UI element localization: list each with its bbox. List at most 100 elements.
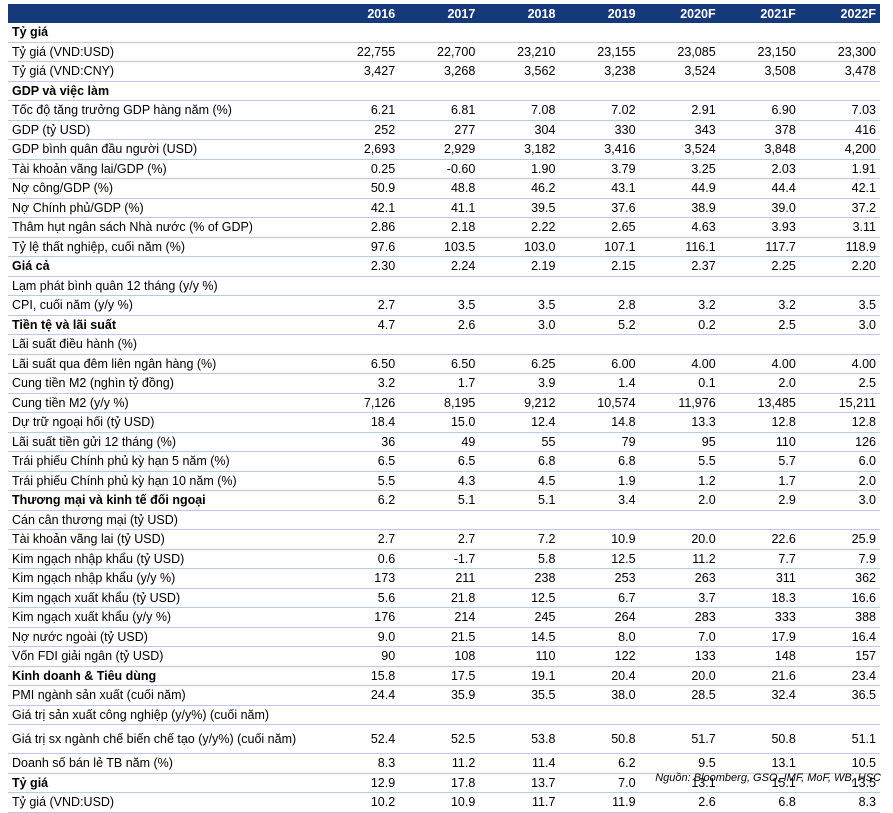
table-row: Thâm hụt ngân sách Nhà nước (% of GDP) 2.… xyxy=(8,217,880,238)
value-cell: 133 xyxy=(639,646,720,667)
value-cell: 264 xyxy=(559,607,640,628)
value-cell: 2.7 xyxy=(399,529,480,550)
value-cell: 2.7 xyxy=(319,295,400,316)
row-label: Cung tiền M2 (y/y %) xyxy=(8,393,320,413)
value-cell: 2.03 xyxy=(719,159,800,179)
table-row: Lãi suất điều hành (%) xyxy=(8,334,880,355)
value-cell xyxy=(479,705,560,725)
value-cell: 38.0 xyxy=(559,685,640,706)
value-cell xyxy=(719,81,800,101)
value-cell: 14.8 xyxy=(559,412,640,433)
value-cell: 5.6 xyxy=(319,588,400,608)
value-cell: 17.5 xyxy=(399,666,480,686)
value-cell: 116.1 xyxy=(639,237,720,257)
value-cell: 211 xyxy=(399,568,480,589)
row-label: Tài khoản vãng lai (tỷ USD) xyxy=(8,529,320,550)
value-cell xyxy=(399,334,480,355)
value-cell xyxy=(799,81,880,101)
value-cell xyxy=(399,23,480,43)
value-cell: 17.9 xyxy=(719,627,800,647)
value-cell: 11.9 xyxy=(559,792,640,813)
value-cell: 22,755 xyxy=(319,42,400,62)
value-cell xyxy=(479,334,560,355)
value-cell: 3.11 xyxy=(799,217,880,238)
value-cell: 39.5 xyxy=(479,198,560,218)
value-cell: 5.5 xyxy=(319,471,400,491)
value-cell xyxy=(559,334,640,355)
value-cell: 311 xyxy=(719,568,800,589)
value-cell: 36.5 xyxy=(799,685,880,706)
row-label: Tỷ giá (VND:USD) xyxy=(8,42,320,62)
value-cell: 23,085 xyxy=(639,42,720,62)
value-cell: 2.5 xyxy=(799,373,880,394)
value-cell: 23,300 xyxy=(799,42,880,62)
value-cell: 1.4 xyxy=(559,373,640,394)
value-cell: 44.4 xyxy=(719,178,800,199)
value-cell: 6.5 xyxy=(399,451,480,472)
value-cell: 6.5 xyxy=(319,451,400,472)
value-cell xyxy=(719,334,800,355)
value-cell: 35.9 xyxy=(399,685,480,706)
source-note: Nguồn: Bloomberg, GSO, IMF, MoF, WB, HSC xyxy=(655,772,881,784)
value-cell xyxy=(479,81,560,101)
value-cell: 3.9 xyxy=(479,373,560,394)
value-cell xyxy=(399,81,480,101)
value-cell: 245 xyxy=(479,607,560,628)
value-cell xyxy=(799,276,880,296)
value-cell: 15.0 xyxy=(399,412,480,433)
value-cell: 36 xyxy=(319,432,400,452)
value-cell: 2.18 xyxy=(399,217,480,238)
value-cell: 21.6 xyxy=(719,666,800,686)
header-row: 2016 2017 2018 2019 2020F 2021F 2022F xyxy=(8,4,880,23)
value-cell: 3.2 xyxy=(719,295,800,316)
value-cell: 3.0 xyxy=(799,315,880,335)
row-label: Lạm phát bình quân 12 tháng (y/y %) xyxy=(8,276,320,296)
value-cell: 9.5 xyxy=(639,753,720,774)
section-header-row: Kinh doanh & Tiêu dùng 15.8 17.5 19.1 20.4 20… xyxy=(8,666,880,686)
value-cell: 3.25 xyxy=(639,159,720,179)
row-label: Vốn FDI giải ngân (tỷ USD) xyxy=(8,646,320,667)
value-cell: 20.4 xyxy=(559,666,640,686)
value-cell: 2.37 xyxy=(639,256,720,277)
value-cell xyxy=(639,276,720,296)
row-label: Giá trị sản xuất công nghiệp (y/y%) (cuố… xyxy=(8,705,320,725)
value-cell: 22.6 xyxy=(719,529,800,550)
header-cell-label xyxy=(8,4,320,23)
table-row: Tỷ lệ thất nghiệp, cuối năm (%) 97.6 103.5… xyxy=(8,237,880,257)
value-cell: 95 xyxy=(639,432,720,452)
value-cell: 25.9 xyxy=(799,529,880,550)
value-cell xyxy=(799,510,880,530)
value-cell: 2.7 xyxy=(319,529,400,550)
value-cell: 4,200 xyxy=(799,139,880,160)
value-cell: 3.93 xyxy=(719,217,800,238)
value-cell: 122 xyxy=(559,646,640,667)
value-cell: 20.0 xyxy=(639,666,720,686)
table-row: Dự trữ ngoại hối (tỷ USD) 18.4 15.0 12.4 14.… xyxy=(8,412,880,433)
value-cell: 110 xyxy=(719,432,800,452)
value-cell: 90 xyxy=(319,646,400,667)
row-label: GDP (tỷ USD) xyxy=(8,120,320,140)
value-cell: 12.9 xyxy=(319,773,400,793)
value-cell: 10,574 xyxy=(559,393,640,413)
row-label: Tỷ giá (VND:CNY) xyxy=(8,61,320,82)
row-label: CPI, cuối năm (y/y %) xyxy=(8,295,320,316)
value-cell: 2.91 xyxy=(639,100,720,121)
value-cell xyxy=(319,705,400,725)
value-cell: 6.00 xyxy=(559,354,640,374)
value-cell: 6.25 xyxy=(479,354,560,374)
table-row: Lạm phát bình quân 12 tháng (y/y %) xyxy=(8,276,880,296)
value-cell: 23.4 xyxy=(799,666,880,686)
value-cell: 0.1 xyxy=(639,373,720,394)
value-cell xyxy=(319,334,400,355)
value-cell: 4.63 xyxy=(639,217,720,238)
value-cell: 330 xyxy=(559,120,640,140)
value-cell: 24.4 xyxy=(319,685,400,706)
value-cell: 2.8 xyxy=(559,295,640,316)
value-cell: 6.8 xyxy=(479,451,560,472)
value-cell: 12.8 xyxy=(719,412,800,433)
value-cell: 38.9 xyxy=(639,198,720,218)
row-label: Cung tiền M2 (nghìn tỷ đồng) xyxy=(8,373,320,394)
value-cell: 0.2 xyxy=(639,315,720,335)
value-cell: 0.6 xyxy=(319,549,400,569)
value-cell: 6.50 xyxy=(399,354,480,374)
